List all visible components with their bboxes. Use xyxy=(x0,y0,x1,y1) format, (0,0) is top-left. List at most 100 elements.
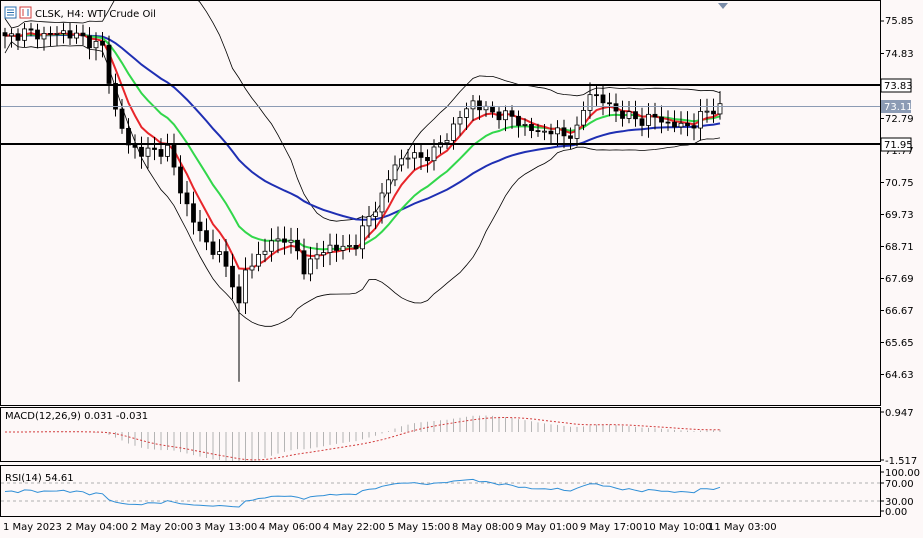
candle-body xyxy=(373,211,378,217)
price-tick: 65.65 xyxy=(885,338,914,349)
candle-body xyxy=(535,130,541,132)
candle-body xyxy=(119,108,125,129)
candle-body xyxy=(353,245,359,250)
candle-body xyxy=(223,251,229,267)
time-label: 5 May 15:00 xyxy=(388,522,450,533)
candle-body xyxy=(340,245,346,251)
candle-body xyxy=(444,139,450,144)
candle-body xyxy=(28,28,34,31)
candle-body xyxy=(366,216,372,227)
candle-body xyxy=(574,124,580,139)
resistance-price-tag-text: 73.83 xyxy=(884,81,913,92)
candle-body xyxy=(54,33,60,35)
time-label: 10 May 10:00 xyxy=(643,522,712,533)
candle-body xyxy=(633,111,638,120)
candle-body xyxy=(126,128,131,146)
candle-body xyxy=(2,32,8,37)
macd-label: MACD(12,26,9) 0.031 -0.031 xyxy=(5,411,148,422)
candle-body xyxy=(555,127,560,135)
candle-body xyxy=(178,166,183,194)
candle-body xyxy=(717,103,723,115)
candle-body xyxy=(74,32,79,39)
candle-body xyxy=(67,30,73,39)
candle-body xyxy=(399,158,404,166)
candle-body xyxy=(288,239,294,243)
candle-body xyxy=(464,108,469,118)
macd-histogram xyxy=(11,415,721,461)
candle-body xyxy=(87,35,92,49)
candle-body xyxy=(80,32,86,37)
candle-body xyxy=(639,118,645,126)
candle-body xyxy=(392,164,398,181)
price-tick: 74.83 xyxy=(885,49,914,60)
candle-body xyxy=(607,102,612,105)
time-label: 2 May 04:00 xyxy=(66,522,128,533)
candle-body xyxy=(15,33,21,41)
price-tick: 69.73 xyxy=(885,210,914,221)
candle-body xyxy=(379,192,385,213)
candle-body xyxy=(48,33,53,35)
candle-type-icon[interactable] xyxy=(19,6,32,19)
candle-body xyxy=(282,238,287,243)
candle-body xyxy=(262,250,268,255)
candle-body xyxy=(613,103,619,112)
candle-body xyxy=(360,225,365,250)
candle-body xyxy=(496,111,502,121)
candle-body xyxy=(132,144,138,148)
candle-body xyxy=(139,146,144,157)
candle-body xyxy=(431,146,437,162)
candle-body xyxy=(41,33,47,40)
candle-body xyxy=(425,157,430,162)
time-axis: 1 May 2023 2 May 04:00 2 May 20:00 3 May… xyxy=(3,522,777,533)
price-tick: 68.71 xyxy=(885,242,914,253)
candle-body xyxy=(587,94,593,111)
candle-body xyxy=(9,33,14,37)
candle-body xyxy=(243,269,248,304)
scroll-marker-icon[interactable] xyxy=(718,3,728,9)
time-label: 2 May 20:00 xyxy=(131,522,193,533)
macd-panel-frame xyxy=(0,407,881,462)
macd-panel: MACD(12,26,9) 0.031 -0.031 0.947 -1.517 xyxy=(5,408,917,467)
candle-body xyxy=(256,253,261,267)
rsi-tick: 70.00 xyxy=(885,479,914,490)
candle-body xyxy=(204,230,209,243)
time-label: 1 May 2023 xyxy=(3,522,62,533)
candle-body xyxy=(197,221,203,232)
candle-body xyxy=(405,157,411,160)
candle-body xyxy=(171,144,177,168)
price-tick: 64.63 xyxy=(885,370,914,381)
candle-body xyxy=(334,244,339,251)
time-label: 9 May 17:00 xyxy=(580,522,642,533)
candle-body xyxy=(61,30,66,34)
candle-body xyxy=(490,105,495,113)
candle-body xyxy=(191,203,196,223)
candle-body xyxy=(210,241,216,255)
candle-body xyxy=(412,152,417,159)
candle-body xyxy=(470,100,476,110)
price-tick: 75.85 xyxy=(885,16,914,27)
rsi-line xyxy=(4,478,721,508)
candle-body xyxy=(685,122,690,127)
candle-body xyxy=(217,251,222,255)
candle-body xyxy=(665,121,671,124)
price-panel-frame xyxy=(0,0,881,406)
support-price-tag xyxy=(880,137,912,152)
candle-body xyxy=(568,135,573,139)
candle-body xyxy=(295,239,300,252)
candle-body xyxy=(275,238,281,242)
candle-body xyxy=(698,111,703,129)
candle-body xyxy=(236,286,242,304)
candle-body xyxy=(451,123,456,141)
candle-body xyxy=(301,250,307,275)
candle-body xyxy=(347,245,352,247)
rsi-tick: 100.00 xyxy=(885,468,920,479)
macd-tick: -1.517 xyxy=(885,456,917,467)
candle-body xyxy=(158,149,164,157)
candle-body xyxy=(184,192,190,205)
time-label: 11 May 03:00 xyxy=(708,522,777,533)
candle-body xyxy=(620,110,625,119)
candle-body xyxy=(308,258,313,275)
candle-body xyxy=(35,29,40,40)
